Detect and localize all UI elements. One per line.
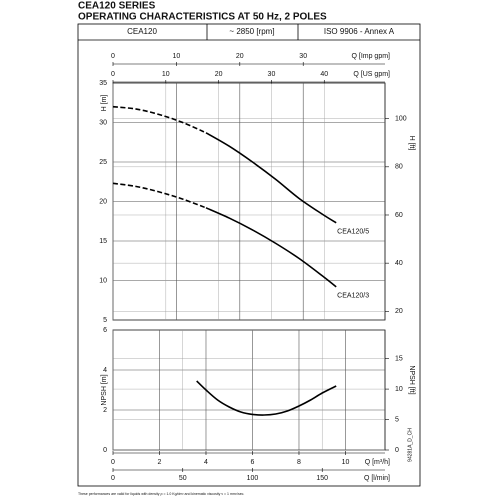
x-tick-label: 0 bbox=[111, 459, 115, 466]
subtitle: OPERATING CHARACTERISTICS AT 50 Hz, 2 PO… bbox=[78, 12, 327, 23]
x-tick-label: 10 bbox=[342, 459, 350, 466]
series-line bbox=[112, 182, 207, 209]
x-axis-title: Q [l/min] bbox=[364, 475, 390, 482]
x-tick-label: 4 bbox=[204, 459, 208, 466]
x-tick-label: 30 bbox=[268, 71, 276, 78]
title: CEA120 SERIES bbox=[78, 1, 156, 12]
header-cell: ~ 2850 [rpm] bbox=[229, 27, 274, 36]
y-tick-label: 20 bbox=[99, 198, 107, 205]
y-tick-label: 30 bbox=[99, 119, 107, 126]
y-tick-label: 5 bbox=[103, 317, 107, 324]
y2-tick-label: 15 bbox=[395, 355, 403, 362]
x-axis-title: Q [Imp gpm] bbox=[351, 53, 390, 60]
x-tick-label: 6 bbox=[251, 459, 255, 466]
y-tick-label: 6 bbox=[103, 327, 107, 334]
series-line bbox=[112, 105, 207, 134]
y2-tick-label: 100 bbox=[395, 115, 407, 122]
y-tick-label: 4 bbox=[103, 367, 107, 374]
y-tick-label: 2 bbox=[103, 407, 107, 414]
y-tick-label: 15 bbox=[99, 238, 107, 245]
y2-tick-label: 80 bbox=[395, 164, 403, 171]
y-axis-title: H [m] bbox=[101, 95, 108, 112]
x-tick-label: 100 bbox=[247, 475, 259, 482]
x-tick-label: 0 bbox=[111, 71, 115, 78]
header-cell: ISO 9906 - Annex A bbox=[324, 27, 395, 36]
x-tick-label: 150 bbox=[316, 475, 328, 482]
plot-frame bbox=[112, 329, 386, 451]
curve-label: CEA120/3 bbox=[337, 293, 369, 300]
header-cell: CEA120 bbox=[127, 27, 157, 36]
y2-tick-label: 5 bbox=[395, 416, 399, 423]
series-line bbox=[205, 132, 337, 224]
y-tick-label: 10 bbox=[99, 277, 107, 284]
x-tick-label: 8 bbox=[297, 459, 301, 466]
x-tick-label: 0 bbox=[111, 53, 115, 60]
y-axis-title: NPSH [m] bbox=[101, 374, 108, 405]
x-tick-label: 2 bbox=[158, 459, 162, 466]
curve-label: CEA120/5 bbox=[337, 229, 369, 236]
x-tick-label: 50 bbox=[179, 475, 187, 482]
x-tick-label: 10 bbox=[173, 53, 181, 60]
x-axis-title: Q [US gpm] bbox=[353, 71, 390, 78]
y-tick-label: 35 bbox=[99, 80, 107, 87]
x-axis-title: Q [m³/h] bbox=[365, 459, 390, 466]
y2-axis-title: H [ft] bbox=[408, 136, 415, 151]
y2-tick-label: 60 bbox=[395, 212, 403, 219]
y-tick-label: 0 bbox=[103, 447, 107, 454]
y2-tick-label: 0 bbox=[395, 447, 399, 454]
y-tick-label: 25 bbox=[99, 159, 107, 166]
drawing-code: 94281A_D_CH bbox=[407, 428, 413, 462]
series-line bbox=[205, 207, 337, 288]
x-tick-label: 40 bbox=[320, 71, 328, 78]
y2-axis-title: NPSH [ft] bbox=[408, 365, 415, 394]
x-tick-label: 10 bbox=[162, 71, 170, 78]
x-tick-label: 20 bbox=[236, 53, 244, 60]
x-tick-label: 0 bbox=[111, 475, 115, 482]
x-tick-label: 20 bbox=[215, 71, 223, 78]
y2-tick-label: 40 bbox=[395, 260, 403, 267]
series-line bbox=[196, 380, 337, 416]
x-tick-label: 30 bbox=[299, 53, 307, 60]
y2-tick-label: 10 bbox=[395, 386, 403, 393]
frame bbox=[77, 23, 421, 487]
y2-tick-label: 20 bbox=[395, 308, 403, 315]
footnote: These performances are valid for liquids… bbox=[78, 492, 244, 496]
